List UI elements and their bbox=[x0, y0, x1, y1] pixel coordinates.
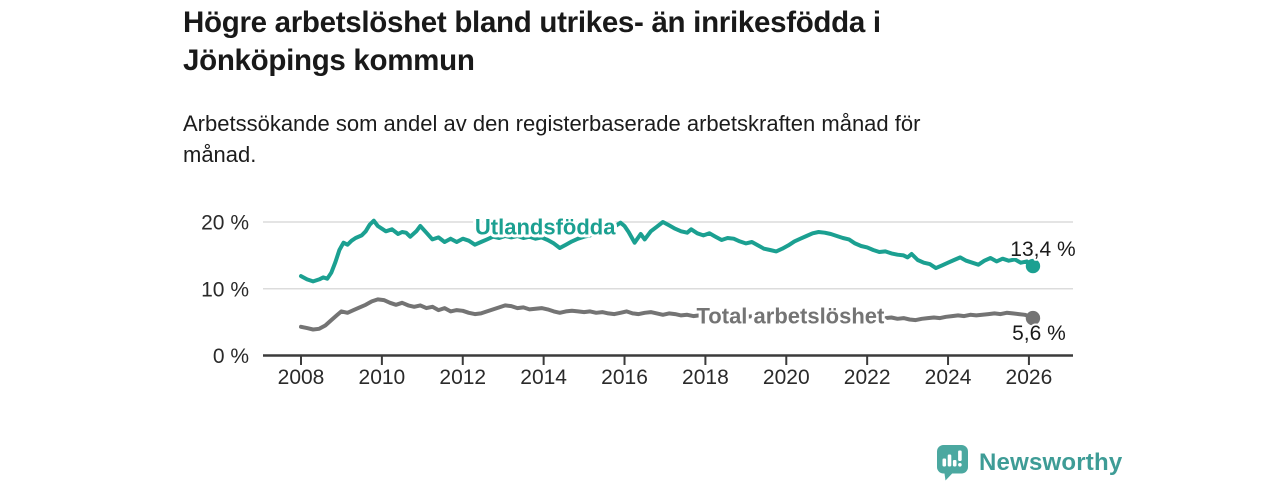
x-axis-tick-label: 2022 bbox=[844, 366, 891, 389]
x-axis-tick-label: 2014 bbox=[520, 366, 567, 389]
newsworthy-wordmark: Newsworthy bbox=[979, 448, 1123, 476]
series-line-total-arbetsl-shet bbox=[299, 297, 1035, 332]
x-axis-tick-label: 2016 bbox=[601, 366, 648, 389]
newsworthy-logo-icon bbox=[937, 445, 968, 481]
x-axis-tick-label: 2024 bbox=[925, 366, 972, 389]
series-end-value-label: 13,4 % bbox=[1010, 238, 1075, 261]
x-axis-tick-label: 2010 bbox=[359, 366, 406, 389]
series-line-utlandsf-dda bbox=[299, 218, 1035, 284]
series-end-dot bbox=[1025, 258, 1041, 274]
x-axis-tick-label: 2026 bbox=[1006, 366, 1053, 389]
x-axis-tick-label: 2020 bbox=[763, 366, 810, 389]
series-end-value-label: 5,6 % bbox=[1012, 322, 1066, 345]
x-axis-tick-label: 2008 bbox=[278, 366, 325, 389]
series-label-total-arbetsl-shet: Total arbetslöshet bbox=[697, 303, 886, 328]
y-axis-tick-label: 0 % bbox=[213, 345, 249, 368]
series-label-utlandsf-dda: Utlandsfödda bbox=[475, 215, 616, 240]
x-axis-tick-label: 2018 bbox=[682, 366, 729, 389]
y-axis-tick-label: 10 % bbox=[201, 278, 249, 301]
y-axis-tick-label: 20 % bbox=[201, 212, 249, 235]
series-end-dot bbox=[1025, 310, 1041, 326]
chart-title: Högre arbetslöshet bland utrikes- än inr… bbox=[183, 6, 881, 77]
newsworthy-brand: Newsworthy bbox=[936, 444, 1122, 481]
x-axis-tick-label: 2012 bbox=[439, 366, 486, 389]
chart-subtitle: Arbetssökande som andel av den registerb… bbox=[183, 111, 921, 167]
